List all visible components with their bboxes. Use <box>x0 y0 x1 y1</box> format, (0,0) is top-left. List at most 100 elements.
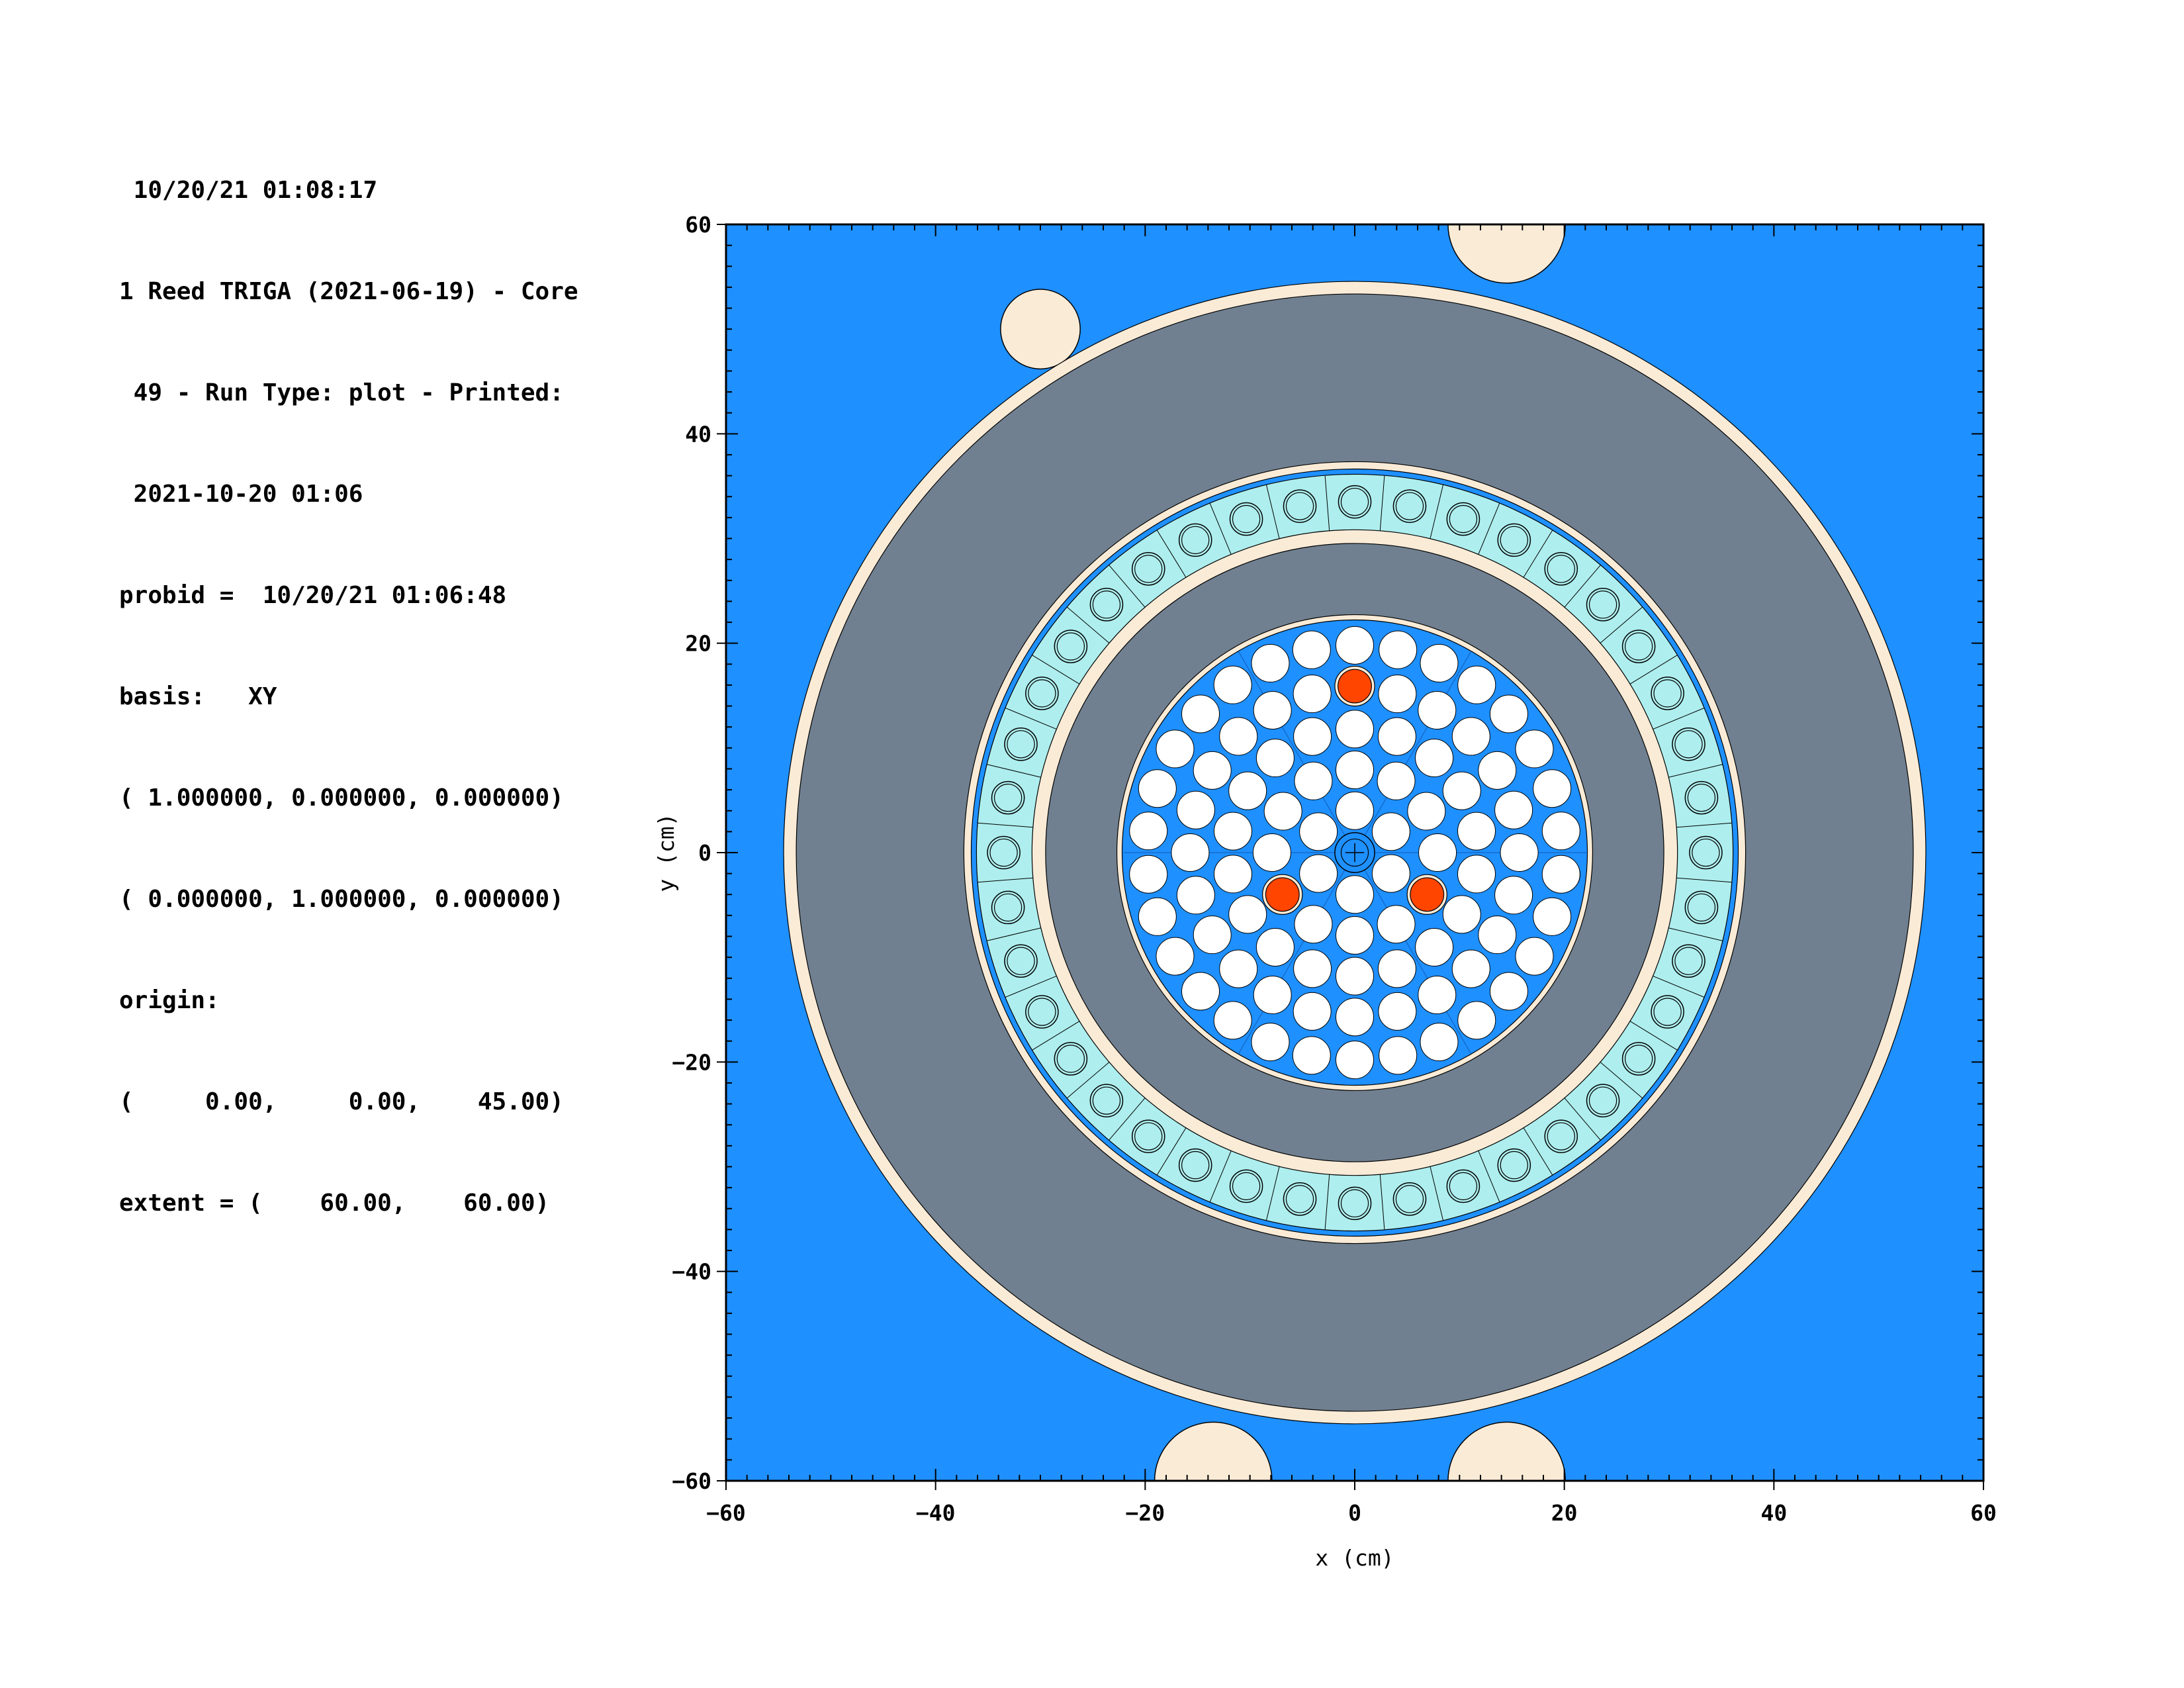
rack-position-outer <box>1672 727 1706 761</box>
fuel-element <box>1336 710 1374 749</box>
fuel-element <box>1176 790 1215 829</box>
fuel-element <box>1214 812 1253 851</box>
y-tick-labels: 60 40 20 0 −20 −40 −60 <box>672 212 711 1494</box>
rack-divider <box>987 764 1041 778</box>
fuel-element <box>1336 915 1374 955</box>
fuel-element <box>1138 897 1177 936</box>
rack-divider <box>1668 764 1723 778</box>
y-tick-label: −20 <box>672 1049 711 1075</box>
x-tick-labels: −60 −40 −20 0 20 40 60 <box>706 1500 1997 1526</box>
rack-position-outer <box>1025 677 1059 710</box>
x-tick-label: 40 <box>1760 1500 1787 1526</box>
rack-position-outer <box>1089 588 1124 622</box>
rack-position-outer <box>1672 944 1706 978</box>
rack-position-outer <box>1229 502 1263 536</box>
rack-position-inner <box>1007 947 1035 975</box>
fuel-element <box>1293 675 1332 714</box>
rack-position-inner <box>1588 1086 1617 1115</box>
rack-position-outer <box>1497 1148 1531 1182</box>
x-tick-label: −40 <box>916 1500 956 1526</box>
rack-divider <box>1629 1021 1678 1051</box>
rack-position-outer <box>1131 1119 1165 1153</box>
fuel-element <box>1533 769 1572 808</box>
fuel-element <box>1336 998 1374 1037</box>
rack-position-outer <box>1054 630 1088 663</box>
rack-position-inner <box>1056 1045 1085 1073</box>
control-rod <box>1338 669 1372 704</box>
rack-position-inner <box>1624 632 1653 661</box>
rack-divider <box>1676 822 1732 828</box>
rack-position-inner <box>1181 1150 1210 1180</box>
fuel-element <box>1541 855 1580 894</box>
rack-position-inner <box>1340 1189 1369 1218</box>
fuel-element <box>1442 895 1481 934</box>
fuel-element <box>1336 626 1374 665</box>
fuel-element <box>1293 992 1332 1031</box>
fuel-element <box>1418 976 1457 1015</box>
fuel-element <box>1193 751 1232 790</box>
rack-divider <box>1209 1150 1232 1202</box>
rack-divider <box>1379 1174 1385 1230</box>
rack-position-outer <box>1544 552 1578 586</box>
rack-position-inner <box>1588 590 1617 619</box>
fuel-element <box>1253 976 1292 1015</box>
rack-position-inner <box>993 783 1023 812</box>
rack-divider <box>1209 503 1232 555</box>
rack-divider <box>1005 708 1057 730</box>
x-axis-title: x (cm) <box>1315 1545 1394 1571</box>
x-tick-label: 60 <box>1970 1500 1997 1526</box>
rack-position-inner <box>1547 1122 1575 1150</box>
fuel-element <box>1181 972 1220 1011</box>
fuel-element <box>1457 665 1496 704</box>
rack-position-inner <box>1674 730 1703 759</box>
rack-divider <box>1523 530 1553 578</box>
rack-divider <box>1005 975 1057 998</box>
fuel-element <box>1263 792 1302 831</box>
rack-position-inner <box>1134 1122 1163 1150</box>
rack-position-outer <box>1178 523 1212 557</box>
rack-position-outer <box>1446 1169 1480 1203</box>
rack-position-inner <box>1500 1150 1528 1180</box>
fuel-element <box>1129 855 1168 894</box>
fuel-element <box>1415 927 1454 966</box>
header-line: probid = 10/20/21 01:06:48 <box>119 582 507 609</box>
fuel-element <box>1489 972 1528 1011</box>
header-line: ( 0.00, 0.00, 45.00) <box>119 1088 564 1115</box>
rack-divider <box>1032 1021 1080 1051</box>
rack-divider <box>1266 485 1280 539</box>
fuel-element <box>1457 855 1496 894</box>
grid-line <box>1238 852 1355 1055</box>
fuel-element <box>1494 790 1533 829</box>
fuel-element <box>1379 1036 1418 1075</box>
rack-position-inner <box>1232 1172 1261 1201</box>
y-tick-label: 0 <box>698 840 711 866</box>
rack-position-outer <box>1684 780 1719 815</box>
rack-position-outer <box>1392 489 1427 523</box>
fuel-element <box>1377 717 1416 756</box>
x-tick-label: 20 <box>1551 1500 1578 1526</box>
rack-position-inner <box>1134 555 1163 583</box>
rack-position-inner <box>1340 487 1369 516</box>
rack-position-inner <box>1056 632 1085 661</box>
fuel-element <box>1379 630 1418 669</box>
fuel-element <box>1457 1001 1496 1040</box>
fuel-element <box>1292 630 1331 669</box>
y-axis-title: y (cm) <box>653 813 679 892</box>
rack-position-inner <box>1547 555 1575 583</box>
header-line: 1 Reed TRIGA (2021-06-19) - Core <box>119 278 578 305</box>
fuel-element <box>1377 905 1416 944</box>
grid-line <box>1238 651 1355 853</box>
x-tick-label: 0 <box>1348 1500 1361 1526</box>
rack-divider <box>1067 1062 1110 1099</box>
fuel-element <box>1407 792 1446 831</box>
fuel-element <box>1478 751 1517 790</box>
fuel-element <box>1336 791 1374 830</box>
rack-position-outer <box>1586 1084 1620 1117</box>
rack-position-inner <box>1285 1185 1314 1213</box>
fuel-element <box>1533 897 1572 936</box>
rack-position-outer <box>1338 485 1372 519</box>
fuel-element <box>1377 761 1416 800</box>
geometry-layer <box>726 224 1983 1481</box>
fuel-element <box>1193 915 1232 955</box>
rack-divider <box>978 877 1033 883</box>
